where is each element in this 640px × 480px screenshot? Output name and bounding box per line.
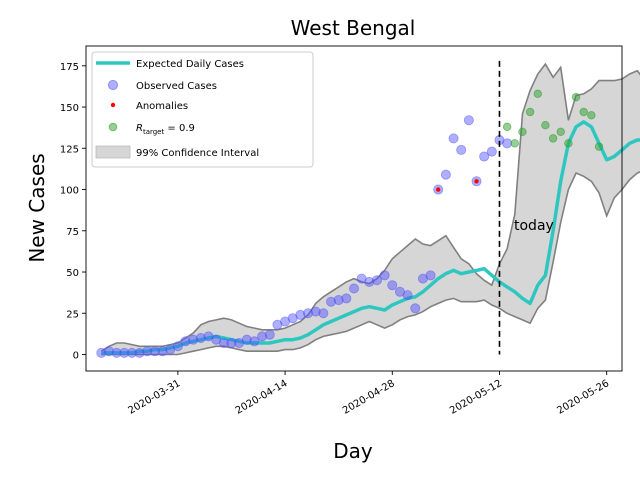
observed-point [448,133,459,144]
observed-point [119,347,130,358]
projection-point [502,122,512,132]
today-annotation: today [514,218,554,234]
observed-point [111,347,122,358]
legend-target-swatch [108,122,118,132]
observed-point [303,308,314,319]
expected-line-layer [101,120,640,355]
y-tick-label: 25 [66,309,79,320]
chart-title: West Bengal [291,16,416,40]
confidence-band [101,64,640,355]
projection-point [571,92,581,102]
anomaly-point [474,179,479,184]
observed-point [126,347,137,358]
x-axis-title: Day [333,439,373,463]
observed-point [364,276,375,287]
observed-point [134,347,145,358]
projection-point [579,107,588,117]
observed-point [103,346,114,357]
observed-point [371,275,382,286]
observed-point [295,309,306,320]
y-tick-label: 50 [66,268,79,279]
projection-point [587,111,596,120]
observed-point [310,306,321,317]
observed-point [264,329,275,340]
points-layer [96,60,604,358]
legend-anomalies-label: Anomalies [136,101,188,112]
confidence-interval-layer [100,62,640,356]
observed-point [410,303,421,314]
y-tick-label: 175 [60,62,79,73]
legend-observed-label: Observed Cases [136,81,217,92]
observed-point [387,280,398,291]
observed-point [149,346,160,357]
observed-point [96,347,107,358]
projection-point [533,89,542,99]
observed-point [326,296,337,307]
legend: Expected Daily Cases Observed Cases Anomal… [91,51,314,168]
observed-point [142,346,153,357]
observed-point [341,293,352,304]
anomaly-point [436,187,441,192]
observed-point [425,270,436,281]
observed-point [172,341,183,352]
observed-point [333,295,344,306]
observed-point [486,146,497,157]
confidence-lower-edge [101,170,640,356]
legend-ci-label: 99% Confidence Interval [136,148,259,159]
legend-target-label: Rtarget = 0.9 [136,123,195,136]
observed-point [188,334,199,345]
observed-point [379,270,390,281]
y-axis-title: New Cases [25,153,49,262]
observed-point [241,334,252,345]
observed-point [502,138,513,149]
projection-point [594,142,604,151]
observed-point [249,336,260,347]
legend-ci-swatch [95,145,131,159]
y-tick-label: 100 [60,186,79,197]
projection-point [510,139,519,148]
plot-frame [85,45,623,372]
legend-observed-swatch [107,79,119,91]
legend-box [91,51,314,168]
observed-point [218,337,229,348]
y-tick-label: 150 [60,103,79,114]
legend-anomaly-swatch [110,102,116,108]
projection-point [541,120,550,130]
observed-point [348,283,359,294]
observed-point [402,290,413,301]
observed-point [157,346,168,357]
observed-point [463,115,474,126]
projection-point [525,107,535,117]
observed-point [456,144,467,155]
y-tick-label: 125 [60,144,79,155]
expected-cases-line [101,120,640,355]
observed-point [226,337,237,348]
y-tick-label: 75 [66,227,79,238]
y-tick-label: 0 [73,351,79,362]
legend-expected-label: Expected Daily Cases [136,59,244,70]
confidence-upper-edge [100,62,640,352]
projection-point [548,134,558,143]
observed-point [257,331,268,342]
observed-point [440,169,451,180]
observed-point [195,333,206,344]
projection-point [556,127,565,136]
observed-point [318,308,329,319]
projection-point [564,139,573,148]
observed-point [479,151,490,162]
projection-point [518,127,527,136]
observed-point [180,336,191,347]
